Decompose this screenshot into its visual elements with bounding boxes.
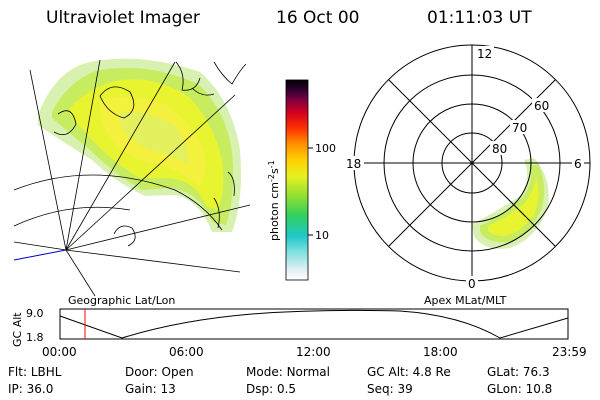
info-glon: GLon: 10.8 xyxy=(487,382,553,396)
app-title: Ultraviolet Imager xyxy=(46,8,200,28)
colorbar-tick-10: 10 xyxy=(315,229,329,242)
xtick-0000: 00:00 xyxy=(42,345,77,359)
header-time: 01:11:03 UT xyxy=(427,8,532,28)
lat-label-80: 80 xyxy=(492,142,507,156)
colorbar-gradient xyxy=(285,79,309,281)
apex-caption: Apex MLat/MLT xyxy=(424,294,507,307)
xtick-1200: 12:00 xyxy=(296,345,331,359)
colorbar-tick-100: 100 xyxy=(315,142,336,155)
xtick-1800: 18:00 xyxy=(423,345,458,359)
info-flt: Flt: LBHL xyxy=(8,365,62,379)
altitude-plot-frame xyxy=(59,308,569,340)
info-dsp: Dsp: 0.5 xyxy=(246,382,297,396)
lat-label-60: 60 xyxy=(534,99,549,113)
xtick-2359: 23:59 xyxy=(552,345,587,359)
info-seq: Seq: 39 xyxy=(367,382,413,396)
mlt-label-6: 6 xyxy=(574,157,582,171)
info-door: Door: Open xyxy=(125,365,194,379)
header-date: 16 Oct 00 xyxy=(276,8,360,28)
mlt-label-18: 18 xyxy=(346,157,361,171)
info-glat: GLat: 76.3 xyxy=(487,365,550,379)
lat-label-70: 70 xyxy=(512,121,527,135)
info-mode: Mode: Normal xyxy=(246,365,330,379)
aurora-image-geographic xyxy=(38,58,241,232)
aurora-image-polar xyxy=(472,158,549,249)
mlt-label-12: 12 xyxy=(477,47,492,61)
altitude-curve xyxy=(59,309,569,339)
info-gain: Gain: 13 xyxy=(125,382,176,396)
mlt-label-0: 0 xyxy=(468,277,476,291)
geographic-caption: Geographic Lat/Lon xyxy=(68,294,176,307)
altitude-ytick-top: 9.0 xyxy=(26,307,44,320)
altitude-ytick-bottom: 1.8 xyxy=(26,331,44,344)
info-ip: IP: 36.0 xyxy=(8,382,54,396)
xtick-0600: 06:00 xyxy=(169,345,204,359)
info-gc-alt: GC Alt: 4.8 Re xyxy=(367,365,451,379)
colorbar-label: photon cm-2s-1 xyxy=(267,160,281,241)
altitude-ylabel: GC Alt xyxy=(11,312,24,347)
